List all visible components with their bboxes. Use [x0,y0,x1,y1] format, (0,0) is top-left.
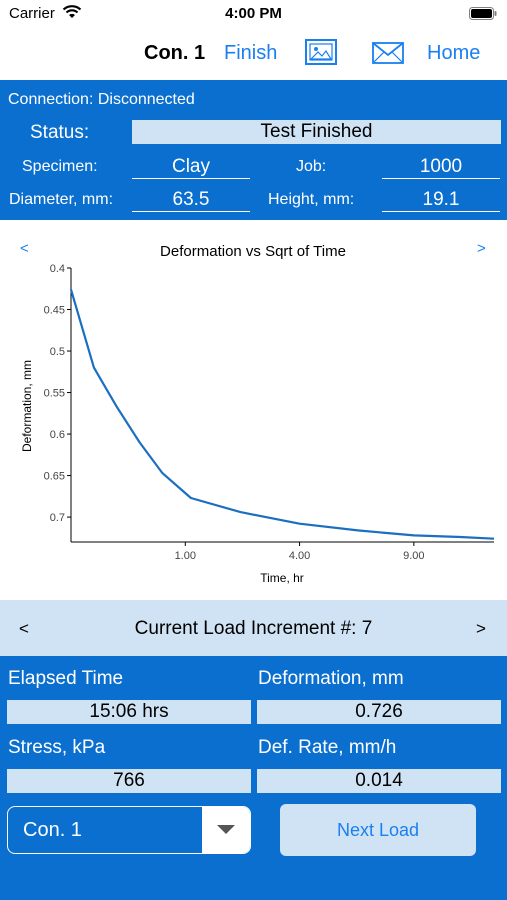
status-value: Test Finished [132,120,501,144]
chart-title: Deformation vs Sqrt of Time [160,243,346,260]
deformation-series-line [69,289,495,540]
clock: 4:00 PM [225,5,282,22]
job-label: Job: [296,158,327,175]
readings-panel: Elapsed Time 15:06 hrs Deformation, mm 0… [0,656,507,900]
connection-status: Connection: Disconnected [8,91,195,108]
wifi-icon [62,5,82,18]
y-tick-label: 0.65 [44,471,65,483]
height-label: Height, mm: [268,191,355,208]
y-tick-label: 0.45 [44,305,65,317]
carrier-label: Carrier [9,5,55,22]
x-tick-label: 9.00 [403,550,424,562]
y-tick-label: 0.5 [50,346,65,358]
next-load-button[interactable]: Next Load [280,804,476,856]
finish-button[interactable]: Finish [224,42,278,64]
battery-icon [469,7,497,20]
job-value: 1000 [382,157,500,179]
deformation-value: 0.726 [257,700,501,724]
def-rate-label: Def. Rate, mm/h [258,737,397,758]
elapsed-time-label: Elapsed Time [8,668,124,689]
x-axis-label: Time, hr [260,571,304,585]
y-tick-label: 0.4 [50,263,65,275]
status-label: Status: [30,122,90,143]
x-tick-label: 4.00 [289,550,310,562]
chart-next-button[interactable]: > [477,240,486,257]
elapsed-time-value: 15:06 hrs [7,700,251,724]
test-info-panel: Connection: Disconnected Status: Test Fi… [0,80,507,220]
stress-label: Stress, kPa [8,737,106,758]
diameter-value: 63.5 [132,190,250,212]
dropdown-toggle[interactable] [202,807,250,853]
chart-plot: Deformation vs Sqrt of Time 0.4 0.45 0.5 0.5… [20,243,495,585]
def-rate-value: 0.014 [257,769,501,793]
chevron-down-icon [217,825,235,834]
y-tick-label: 0.7 [50,512,65,524]
mail-icon[interactable] [372,42,404,64]
connection-select-value: Con. 1 [23,819,82,841]
y-tick-label: 0.55 [44,388,65,400]
increment-next-button[interactable]: > [476,619,486,638]
load-increment-bar: < Current Load Increment #: 7 > [0,600,507,656]
nav-bar: Con. 1 Finish Home [0,28,507,78]
x-tick-label: 1.00 [175,550,196,562]
page-title: Con. 1 [144,42,206,64]
home-button[interactable]: Home [427,42,481,64]
increment-prev-button[interactable]: < [19,619,29,638]
specimen-label: Specimen: [22,158,98,175]
height-value: 19.1 [382,190,500,212]
chart-prev-button[interactable]: < [20,240,29,257]
specimen-value: Clay [132,157,250,179]
y-axis-label: Deformation, mm [20,360,34,452]
image-icon[interactable] [305,39,337,65]
status-bar: Carrier 4:00 PM [0,0,507,28]
load-increment-title: Current Load Increment #: 7 [134,618,373,639]
y-tick-label: 0.6 [50,429,65,441]
connection-select[interactable]: Con. 1 [7,806,251,854]
stress-value: 766 [7,769,251,793]
deformation-label: Deformation, mm [258,668,404,689]
deformation-chart: < > Deformation vs Sqrt of Time 0.4 0.45 0.… [0,222,507,600]
diameter-label: Diameter, mm: [9,191,114,208]
